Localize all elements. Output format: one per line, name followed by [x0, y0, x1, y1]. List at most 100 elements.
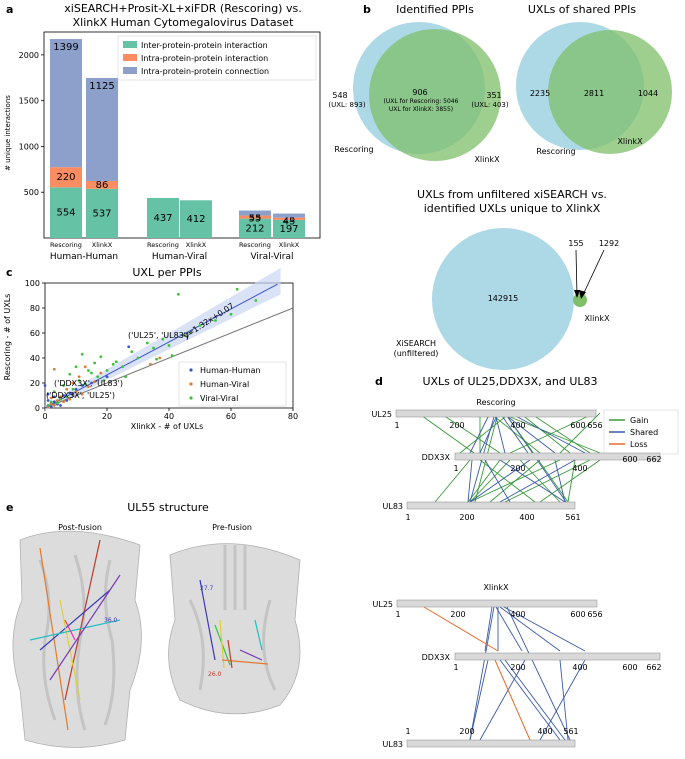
scatter-point	[52, 390, 56, 394]
rescoring-ul25-tick: 600	[570, 421, 585, 430]
panel-e: e UL55 structure Post-fusion Pre-fusion …	[6, 501, 301, 748]
rescoring-ddx3x-tick: 662	[646, 455, 661, 464]
scatter-point	[59, 404, 62, 407]
venn3-big-count: 142915	[488, 294, 519, 303]
venn1-shared-line2: UXL for XlinkX: 3855)	[389, 106, 453, 113]
xlinkx-ul83-label: UL83	[383, 740, 404, 749]
panel-a-title-line2: XlinkX Human Cytomegalovirus Dataset	[73, 16, 294, 29]
scatter-point	[74, 390, 78, 394]
scatter-point	[62, 384, 65, 387]
annot-ul25-ul83: ('UL25', 'UL83')	[128, 331, 189, 340]
venn3-small-label: XlinkX	[584, 314, 610, 323]
pre-fusion-helices	[188, 545, 277, 691]
xlinkx-ul25-bar	[396, 599, 598, 608]
scatter-point	[93, 361, 96, 365]
rescoring-ul25-tick: 400	[510, 421, 525, 430]
bar-segment	[50, 39, 82, 168]
venn3-xlinkx-circle	[573, 293, 587, 307]
scatter-point	[136, 356, 140, 360]
scatter-point	[83, 382, 87, 386]
legend-label-intra-int: Intra-protein-protein interaction	[141, 54, 268, 63]
x-tick-label: Rescoring	[239, 241, 271, 249]
post-fusion-helices	[38, 554, 116, 731]
scatter-point	[90, 371, 93, 375]
venn3-title-line2: identified UXLs unique to XlinkX	[424, 202, 601, 215]
venn1-right-label: XlinkX	[474, 155, 500, 164]
scatter-point	[65, 387, 69, 391]
bar-segment	[273, 213, 305, 218]
scatter-point	[130, 350, 134, 354]
panel-c-legend-box	[178, 361, 287, 407]
panel-b: b Identified PPIs 548 (UXL: 893) 906 (UX…	[328, 3, 672, 370]
scatter-point	[65, 395, 69, 399]
scatter-point	[114, 360, 118, 364]
rescoring-ul83-tick: 561	[565, 513, 580, 522]
bar-value-label: 33	[249, 212, 262, 223]
y-tick-label: 2000	[19, 51, 39, 60]
scatter-point	[52, 404, 56, 407]
rescoring-ddx3x-tick: 200	[510, 464, 525, 473]
bar-segment	[50, 187, 82, 238]
panel-e-letter: e	[6, 501, 13, 514]
xlinkx-loss-links	[423, 606, 531, 741]
xlinkx-ul25-tick: 656	[587, 610, 602, 619]
scatter-point	[105, 369, 109, 372]
bar-segment	[273, 219, 305, 238]
scatter-point	[87, 369, 90, 372]
venn1-left-label: Rescoring	[334, 145, 373, 154]
legend-dot-hh	[189, 368, 193, 372]
scatter-point	[161, 337, 165, 341]
legend-swatch-intra-conn	[123, 67, 137, 74]
x-tick-label: Rescoring	[147, 241, 179, 249]
xlinkx-ddx3x-tick: 1	[453, 663, 458, 672]
venn1-left-uxl: (UXL: 893)	[328, 101, 365, 109]
panel-c-legend: Human-Human Human-Viral Viral-Viral	[178, 361, 287, 407]
venn1-title: Identified PPIs	[396, 3, 474, 16]
y-tick-label: 60	[30, 329, 40, 338]
scatter-point	[80, 392, 84, 396]
venn2-right-count: 1044	[638, 89, 658, 98]
venn3-shared-count: 155	[568, 239, 583, 248]
bar-segment	[147, 197, 179, 238]
xlinkx-ul83-tick: 200	[459, 727, 474, 736]
legend-label-inter: Inter-protein-protein interaction	[141, 41, 268, 50]
venn3-arrow-shared	[575, 249, 578, 297]
scatter-point	[52, 395, 56, 399]
post-fusion-structure: 36.0	[12, 530, 142, 748]
scatter-point	[71, 387, 75, 391]
x-tick-label: 60	[226, 412, 236, 421]
scatter-point	[71, 381, 75, 385]
pre-fusion-structure: 27.7 26.0	[168, 543, 301, 715]
scatter-point	[52, 367, 56, 371]
bar-segment	[239, 218, 271, 238]
venn3-arrowhead-small	[579, 290, 586, 299]
scatter-point	[198, 324, 202, 327]
scatter-point	[102, 379, 106, 382]
panel-c-xlabel: XlinkX - # of UXLs	[131, 422, 204, 431]
panel-a-title-line1: xiSEARCH+Prosit-XL+xiFDR (Rescoring) vs.	[64, 2, 301, 15]
scatter-point	[145, 341, 149, 345]
venn3-title-line1: UXLs from unfiltered xiSEARCH vs.	[417, 188, 607, 201]
x-tick-label: 80	[288, 412, 298, 421]
venn1-shared-count: 906	[412, 88, 427, 97]
xlinkx-ul83-tick: 561	[563, 727, 578, 736]
y-tick-label: 40	[30, 354, 40, 363]
rescoring-ul25-tick: 1	[394, 421, 399, 430]
bar-value-label: 412	[186, 214, 205, 225]
scatter-point	[62, 394, 65, 397]
x-tick-label: XlinkX	[92, 241, 113, 249]
scatter-point	[74, 365, 78, 369]
bar-value-label: 554	[56, 208, 75, 219]
scatter-point	[183, 334, 186, 337]
scatter-point	[254, 299, 258, 302]
rescoring-ddx3x-tick: 400	[572, 464, 587, 473]
scatter-point	[105, 375, 109, 379]
venn1-shared-line1: (UXL for Rescoring: 5046	[384, 98, 459, 105]
legend-label-shared: Shared	[630, 428, 658, 437]
panel-d-sub-xlinkx: XlinkX	[483, 583, 509, 592]
group-label: Human-Viral	[152, 252, 207, 262]
post-fusion-distance: 36.0	[104, 617, 118, 624]
xlinkx-ul83-bar	[406, 739, 576, 748]
scatter-point	[56, 401, 59, 405]
bar-segment	[50, 167, 82, 188]
